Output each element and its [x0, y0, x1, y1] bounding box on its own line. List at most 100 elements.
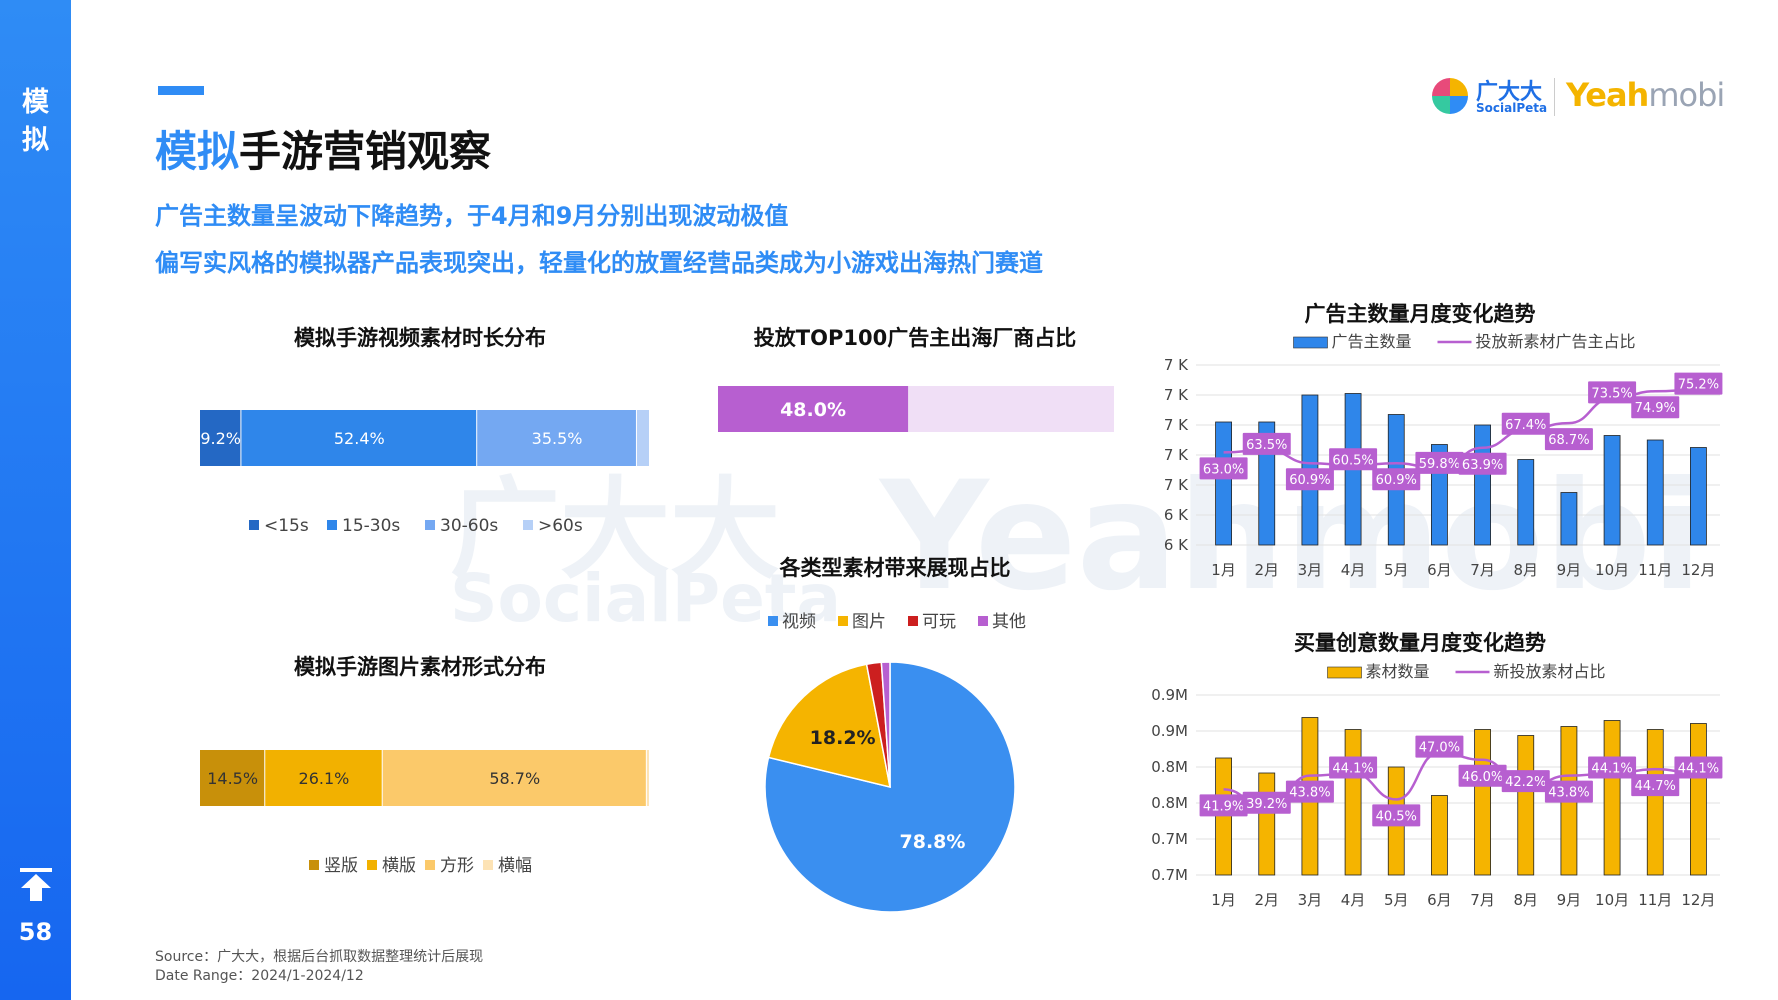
- video-duration-legend-swatch: [425, 520, 435, 530]
- advertiser-trend-point-label: 59.8%: [1419, 457, 1460, 472]
- image-format-segment: [265, 750, 382, 806]
- source-line: Source：广大大，根据后台抓取数据整理统计后展现: [155, 949, 484, 965]
- creative-count-point-label-bg: [1501, 770, 1550, 793]
- creative-type-legend-label: 图片: [852, 612, 886, 632]
- back-to-top-icon[interactable]: [20, 868, 52, 902]
- creative-count-point-label-bg: [1544, 780, 1593, 803]
- advertiser-trend-point-label-bg: [1588, 381, 1637, 404]
- section-label: 模 拟: [22, 87, 49, 156]
- creative-count-point-label: 42.2%: [1505, 775, 1546, 790]
- creative-count-point-label: 43.8%: [1289, 786, 1330, 801]
- creative-type-slice: [880, 661, 891, 788]
- creative-count-point-label-bg: [1588, 756, 1637, 779]
- advertiser-trend-point-label: 63.0%: [1203, 462, 1244, 477]
- video-duration-legend-label: 15-30s: [342, 516, 400, 536]
- advertiser-trend-ytick: 7 K: [1164, 476, 1189, 494]
- video-duration-legend-swatch: [327, 520, 337, 530]
- creative-count-bar: [1474, 729, 1491, 876]
- creative-count-xtick: 3月: [1298, 891, 1323, 909]
- creative-type-title: 各类型素材带来展现占比: [779, 556, 1011, 580]
- advertiser-trend-point-label: 63.5%: [1246, 438, 1287, 453]
- advertiser-trend-bar: [1560, 492, 1578, 546]
- advertiser-trend-point-label-bg: [1631, 396, 1680, 419]
- creative-count-xtick: 5月: [1384, 891, 1409, 909]
- watermark-cn: 广大大: [450, 466, 780, 594]
- creative-count-bar: [1344, 729, 1362, 876]
- creative-count-legend-label: 素材数量: [1366, 662, 1430, 681]
- creative-count-bar: [1646, 729, 1664, 876]
- advertiser-trend-xtick: 8月: [1513, 561, 1538, 579]
- creative-count-point-label: 47.0%: [1419, 741, 1460, 756]
- video-duration-segment-label: 35.5%: [532, 429, 583, 448]
- creative-count-xtick: 1月: [1211, 891, 1236, 909]
- image-format-legend-label: 横幅: [498, 856, 532, 876]
- creative-type-legend-label: 视频: [782, 612, 816, 632]
- video-duration-legend-label: >60s: [538, 516, 583, 536]
- creative-count-xtick: 8月: [1513, 891, 1538, 909]
- creative-count-xtick: 9月: [1557, 891, 1582, 909]
- image-format-legend-label: 竖版: [324, 856, 358, 876]
- advertiser-trend-point-label-bg: [1501, 412, 1550, 435]
- logo-separator: [1554, 78, 1555, 116]
- advertiser-trend-point-label-bg: [1242, 432, 1291, 455]
- advertiser-trend-point-label: 63.9%: [1462, 458, 1503, 473]
- advertiser-trend-point-label-bg: [1458, 452, 1507, 475]
- advertiser-trend-bar: [1603, 435, 1621, 546]
- creative-type-legend-swatch: [908, 616, 918, 626]
- advertiser-trend-xtick: 5月: [1384, 561, 1409, 579]
- source-note: Source：广大大，根据后台抓取数据整理统计后展现 Date Range：20…: [155, 948, 483, 986]
- video-duration-title: 模拟手游视频素材时长分布: [294, 326, 546, 350]
- video-duration-segment: [477, 410, 636, 466]
- advertiser-trend-xtick: 2月: [1254, 561, 1279, 579]
- page-title: 模拟手游营销观察: [155, 118, 491, 179]
- creative-count-point-label-bg: [1285, 780, 1334, 803]
- brand-logo: 广大大 SocialPeta Yeahmobi: [1430, 74, 1725, 120]
- creative-count-point-label-bg: [1329, 756, 1378, 779]
- creative-count-point-label: 44.1%: [1678, 761, 1719, 776]
- creative-count-legend-label: 新投放素材占比: [1494, 662, 1606, 681]
- advertiser-trend-bar: [1474, 424, 1491, 546]
- video-duration-segment: [636, 410, 649, 466]
- image-format-segment-label: 58.7%: [489, 769, 540, 788]
- advertiser-trend-title: 广告主数量月度变化趋势: [1304, 302, 1536, 326]
- advertiser-trend-xtick: 10月: [1595, 561, 1629, 579]
- advertiser-trend-xtick: 7月: [1470, 561, 1495, 579]
- image-format-legend-label: 方形: [440, 856, 474, 876]
- image-format-legend-swatch: [367, 860, 377, 870]
- creative-type-pie: 视频 图片 可玩 其他 78.8% 18.2%: [764, 612, 1026, 913]
- advertiser-trend-point-label: 67.4%: [1505, 418, 1546, 433]
- subtitle-2: 偏写实风格的模拟器产品表现突出，轻量化的放置经营品类成为小游戏出海热门赛道: [155, 249, 1043, 277]
- creative-count-point-label: 44.7%: [1635, 779, 1676, 794]
- creative-type-slice-label: 78.8%: [900, 831, 966, 853]
- creative-count-ytick: 0.8M: [1151, 794, 1188, 812]
- advertiser-trend-ytick: 7 K: [1164, 356, 1189, 374]
- creative-count-ytick: 0.9M: [1151, 686, 1188, 704]
- creative-count-chart: 素材数量 新投放素材占比 0.9M 0.9M 0.8M 0.8M 0.7M 0.7M 1月 2月 3…: [1151, 662, 1723, 909]
- advertiser-trend-point-label: 68.7%: [1548, 433, 1589, 448]
- image-format-segment-label: 14.5%: [207, 769, 258, 788]
- advertiser-trend-xtick: 11月: [1638, 561, 1672, 579]
- creative-count-bar: [1215, 757, 1232, 876]
- creative-count-bar: [1690, 723, 1707, 876]
- video-duration-legend-label: <15s: [264, 516, 309, 536]
- video-duration-legend-swatch: [249, 520, 259, 530]
- page-number: 58: [18, 918, 53, 946]
- top100-share-title: 投放TOP100广告主出海厂商占比: [753, 326, 1077, 350]
- advertiser-trend-bar: [1690, 447, 1707, 546]
- creative-type-slice: [764, 661, 1016, 913]
- advertiser-trend-point-label: 60.9%: [1289, 473, 1330, 488]
- creative-count-bar: [1517, 735, 1535, 876]
- creative-type-legend-swatch: [838, 616, 848, 626]
- advertiser-trend-legend-label: 广告主数量: [1332, 332, 1412, 351]
- image-format-chart: 14.5% 26.1% 58.7% 竖版 横版 方形 横幅: [200, 750, 649, 876]
- advertiser-trend-bar: [1646, 439, 1664, 546]
- advertiser-trend-point-label-bg: [1674, 372, 1723, 395]
- creative-type-legend-swatch: [768, 616, 778, 626]
- creative-count-xtick: 2月: [1254, 891, 1279, 909]
- advertiser-trend-point-label-bg: [1285, 468, 1334, 491]
- advertiser-trend-point-label-bg: [1544, 428, 1593, 451]
- advertiser-trend-xtick: 4月: [1341, 561, 1366, 579]
- image-format-legend-label: 横版: [382, 856, 416, 876]
- date-range-line: Date Range：2024/1-2024/12: [155, 968, 364, 984]
- top100-bar: [718, 386, 909, 432]
